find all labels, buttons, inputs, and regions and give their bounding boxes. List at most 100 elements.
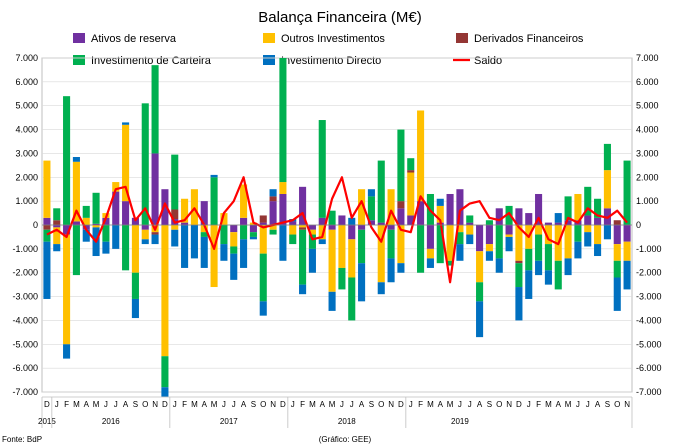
bar-ativos xyxy=(240,217,248,225)
legend-label-carteira: Investimento de Carteira xyxy=(91,55,212,67)
x-tick-label-month: J xyxy=(586,400,590,409)
x-tick-label-month: D xyxy=(398,400,404,409)
bar-carteira xyxy=(554,260,562,290)
x-tick-label-month: F xyxy=(182,400,187,409)
y-tick-label-right: 4.000 xyxy=(636,125,659,135)
x-year-label: 2016 xyxy=(102,417,120,426)
bar-directo xyxy=(594,244,602,257)
bar-ativos xyxy=(515,208,523,225)
bar-outros xyxy=(220,213,228,225)
legend-swatch-carteira xyxy=(73,55,85,65)
bar-ativos xyxy=(230,225,238,233)
bar-outros xyxy=(318,225,326,240)
saldo-line xyxy=(46,176,628,284)
bar-outros xyxy=(131,225,139,273)
bar-outros xyxy=(230,232,238,247)
bar-ativos xyxy=(43,217,51,225)
x-tick-label-month: J xyxy=(409,400,413,409)
x-tick-label-month: A xyxy=(84,400,90,409)
x-tick-label-month: A xyxy=(477,400,483,409)
bar-carteira xyxy=(584,186,592,216)
bar-derivados xyxy=(43,225,51,230)
bar-ativos xyxy=(200,201,208,225)
bar-derivados xyxy=(299,227,307,230)
bar-ativos xyxy=(259,222,267,225)
bar-outros xyxy=(505,234,513,237)
bar-ativos xyxy=(338,215,346,225)
x-tick-label-month: S xyxy=(133,400,138,409)
bar-ativos xyxy=(102,217,110,225)
bar-directo xyxy=(328,291,336,311)
x-tick-label-month: M xyxy=(211,400,218,409)
bar-directo xyxy=(240,239,248,268)
bar-carteira xyxy=(594,198,602,218)
bar-directo xyxy=(525,270,533,299)
x-tick-label-month: A xyxy=(320,400,326,409)
x-tick-label-month: J xyxy=(104,400,108,409)
bar-carteira xyxy=(603,143,611,171)
x-tick-label-month: F xyxy=(300,400,305,409)
bar-carteira xyxy=(466,215,474,223)
x-tick-label-month: M xyxy=(329,400,336,409)
bar-directo xyxy=(367,189,375,197)
x-tick-label-month: N xyxy=(270,400,276,409)
bar-outros xyxy=(436,205,444,223)
bar-carteira xyxy=(367,196,375,221)
bar-carteira xyxy=(574,225,582,242)
bar-directo xyxy=(141,239,149,245)
bar-carteira xyxy=(613,260,621,278)
y-tick-label-right: -1.000 xyxy=(636,244,662,254)
bar-outros xyxy=(544,225,552,245)
bar-ativos xyxy=(269,201,277,225)
credit-note: (Gráfico: GEE) xyxy=(319,435,372,444)
y-tick-label-right: -5.000 xyxy=(636,339,662,349)
bar-directo xyxy=(181,225,189,268)
bar-carteira xyxy=(446,260,454,266)
bar-ativos xyxy=(122,201,130,225)
bar-ativos xyxy=(289,221,297,225)
bar-directo xyxy=(495,258,503,273)
bar-directo xyxy=(259,301,267,316)
bar-ativos xyxy=(544,222,552,225)
bar-directo xyxy=(603,225,611,240)
bars xyxy=(43,58,631,397)
bar-directo xyxy=(574,241,582,259)
bar-carteira xyxy=(485,220,493,225)
legend-label-derivados: Derivados Financeiros xyxy=(474,33,584,45)
bar-outros xyxy=(43,160,51,218)
bar-outros xyxy=(161,225,169,357)
x-tick-label-month: A xyxy=(359,400,365,409)
axes: 7.000 7.000 6.000 6.000 5.000 5.000 4.000 4.000… xyxy=(12,53,662,428)
y-tick-label-left: 2.000 xyxy=(15,172,38,182)
x-tick-label-month: N xyxy=(624,400,630,409)
bar-ativos xyxy=(525,213,533,225)
y-tick-label-left: -5.000 xyxy=(12,339,38,349)
bar-carteira xyxy=(308,234,316,249)
x-tick-label-month: J xyxy=(222,400,226,409)
bar-carteira xyxy=(328,210,336,225)
bar-carteira xyxy=(92,192,100,224)
bar-outros xyxy=(426,248,434,259)
bar-ativos xyxy=(485,225,493,245)
bar-ativos xyxy=(358,225,366,230)
bar-directo xyxy=(82,229,90,242)
bar-outros xyxy=(82,217,90,225)
bar-outros xyxy=(446,225,454,261)
bar-carteira xyxy=(53,208,61,221)
bar-carteira xyxy=(515,263,523,288)
bar-ativos xyxy=(151,153,159,225)
bar-outros xyxy=(407,172,415,216)
bar-outros xyxy=(63,234,71,345)
y-tick-label-left: 5.000 xyxy=(15,101,38,111)
bar-derivados xyxy=(151,232,159,235)
y-tick-label-right: -2.000 xyxy=(636,268,662,278)
bar-ativos xyxy=(63,225,71,235)
x-tick-label-month: A xyxy=(595,400,601,409)
y-tick-label-left: -1.000 xyxy=(12,244,38,254)
bar-derivados xyxy=(269,196,277,202)
bar-outros xyxy=(535,225,543,235)
bar-ativos xyxy=(141,225,149,230)
x-tick-label-month: M xyxy=(545,400,552,409)
bar-ativos xyxy=(53,225,61,228)
y-tick-label-right: 1.000 xyxy=(636,196,659,206)
